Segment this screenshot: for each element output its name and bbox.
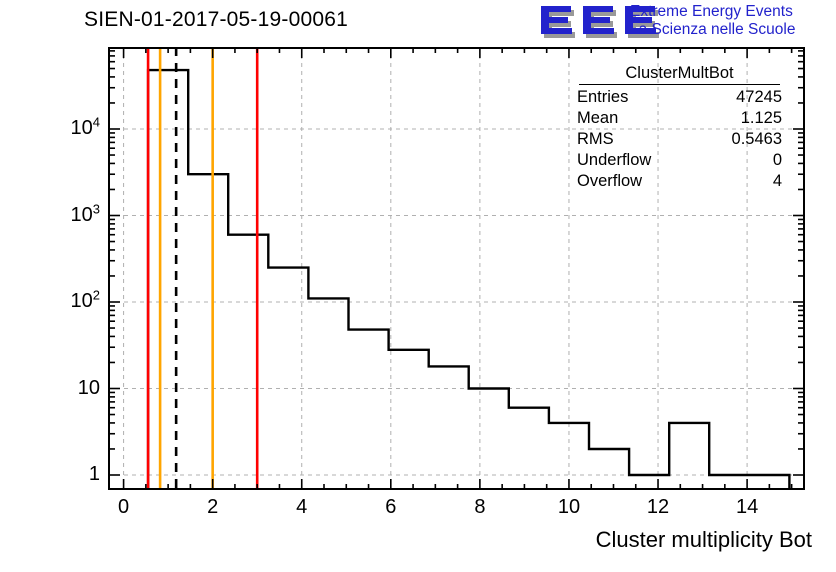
- x-tick-label: 2: [207, 496, 219, 518]
- stats-row: RMS 0.5463: [573, 129, 786, 150]
- x-tick-label: 8: [474, 496, 486, 518]
- stats-value: 47245: [736, 88, 782, 106]
- stats-rows: Entries 47245 Mean 1.125 RMS 0.5463 Underflow 0…: [573, 87, 786, 192]
- x-tick-label: 0: [118, 496, 130, 518]
- stats-histogram-name: ClusterMultBot: [579, 64, 780, 85]
- stats-key: Underflow: [577, 151, 652, 169]
- cut-marker-lines: [146, 47, 259, 490]
- stats-row: Mean 1.125: [573, 108, 786, 129]
- stats-row: Overflow 4: [573, 171, 786, 192]
- stats-value: 1.125: [740, 109, 782, 127]
- x-tick-label: 4: [296, 496, 308, 518]
- eee-logo-line2: La Scienza nelle Scuole: [630, 21, 796, 38]
- plot-frame: [108, 47, 805, 490]
- stats-key: Entries: [577, 88, 629, 106]
- eee-logo-mark: [541, 6, 659, 38]
- stats-value: 0.5463: [731, 130, 782, 148]
- eee-logo-line1: Extreme Energy Events: [630, 3, 793, 20]
- eee-logo-text: Extreme Energy Events La Scienza nelle S…: [630, 3, 795, 39]
- y-tick-label: 10: [77, 376, 100, 399]
- stats-key: RMS: [577, 130, 614, 148]
- stats-key: Mean: [577, 109, 619, 127]
- y-tick-label: 102: [70, 287, 100, 312]
- page-title: SIEN-01-2017-05-19-00061: [84, 8, 348, 31]
- x-tick-label: 6: [385, 496, 397, 518]
- x-tick-label: 14: [735, 496, 759, 518]
- stats-row: Entries 47245: [573, 87, 786, 108]
- stats-value: 4: [772, 172, 782, 190]
- x-tick-label: 12: [646, 496, 670, 518]
- y-tick-label: 104: [70, 114, 100, 139]
- stats-key: Overflow: [577, 172, 643, 190]
- stats-value: 0: [772, 151, 782, 169]
- x-tick-label: 10: [557, 496, 581, 518]
- y-tick-label: 1: [88, 463, 100, 485]
- x-axis-title: Cluster multiplicity Bot: [595, 527, 812, 552]
- y-tick-label: 103: [70, 200, 100, 226]
- histogram-outline: [146, 68, 791, 490]
- stats-box: ClusterMultBot Entries 47245 Mean 1.125 RMS 0…: [573, 64, 786, 192]
- eee-logo: Extreme Energy Events La Scienza nelle S…: [538, 2, 834, 42]
- stats-row: Underflow 0: [573, 150, 786, 171]
